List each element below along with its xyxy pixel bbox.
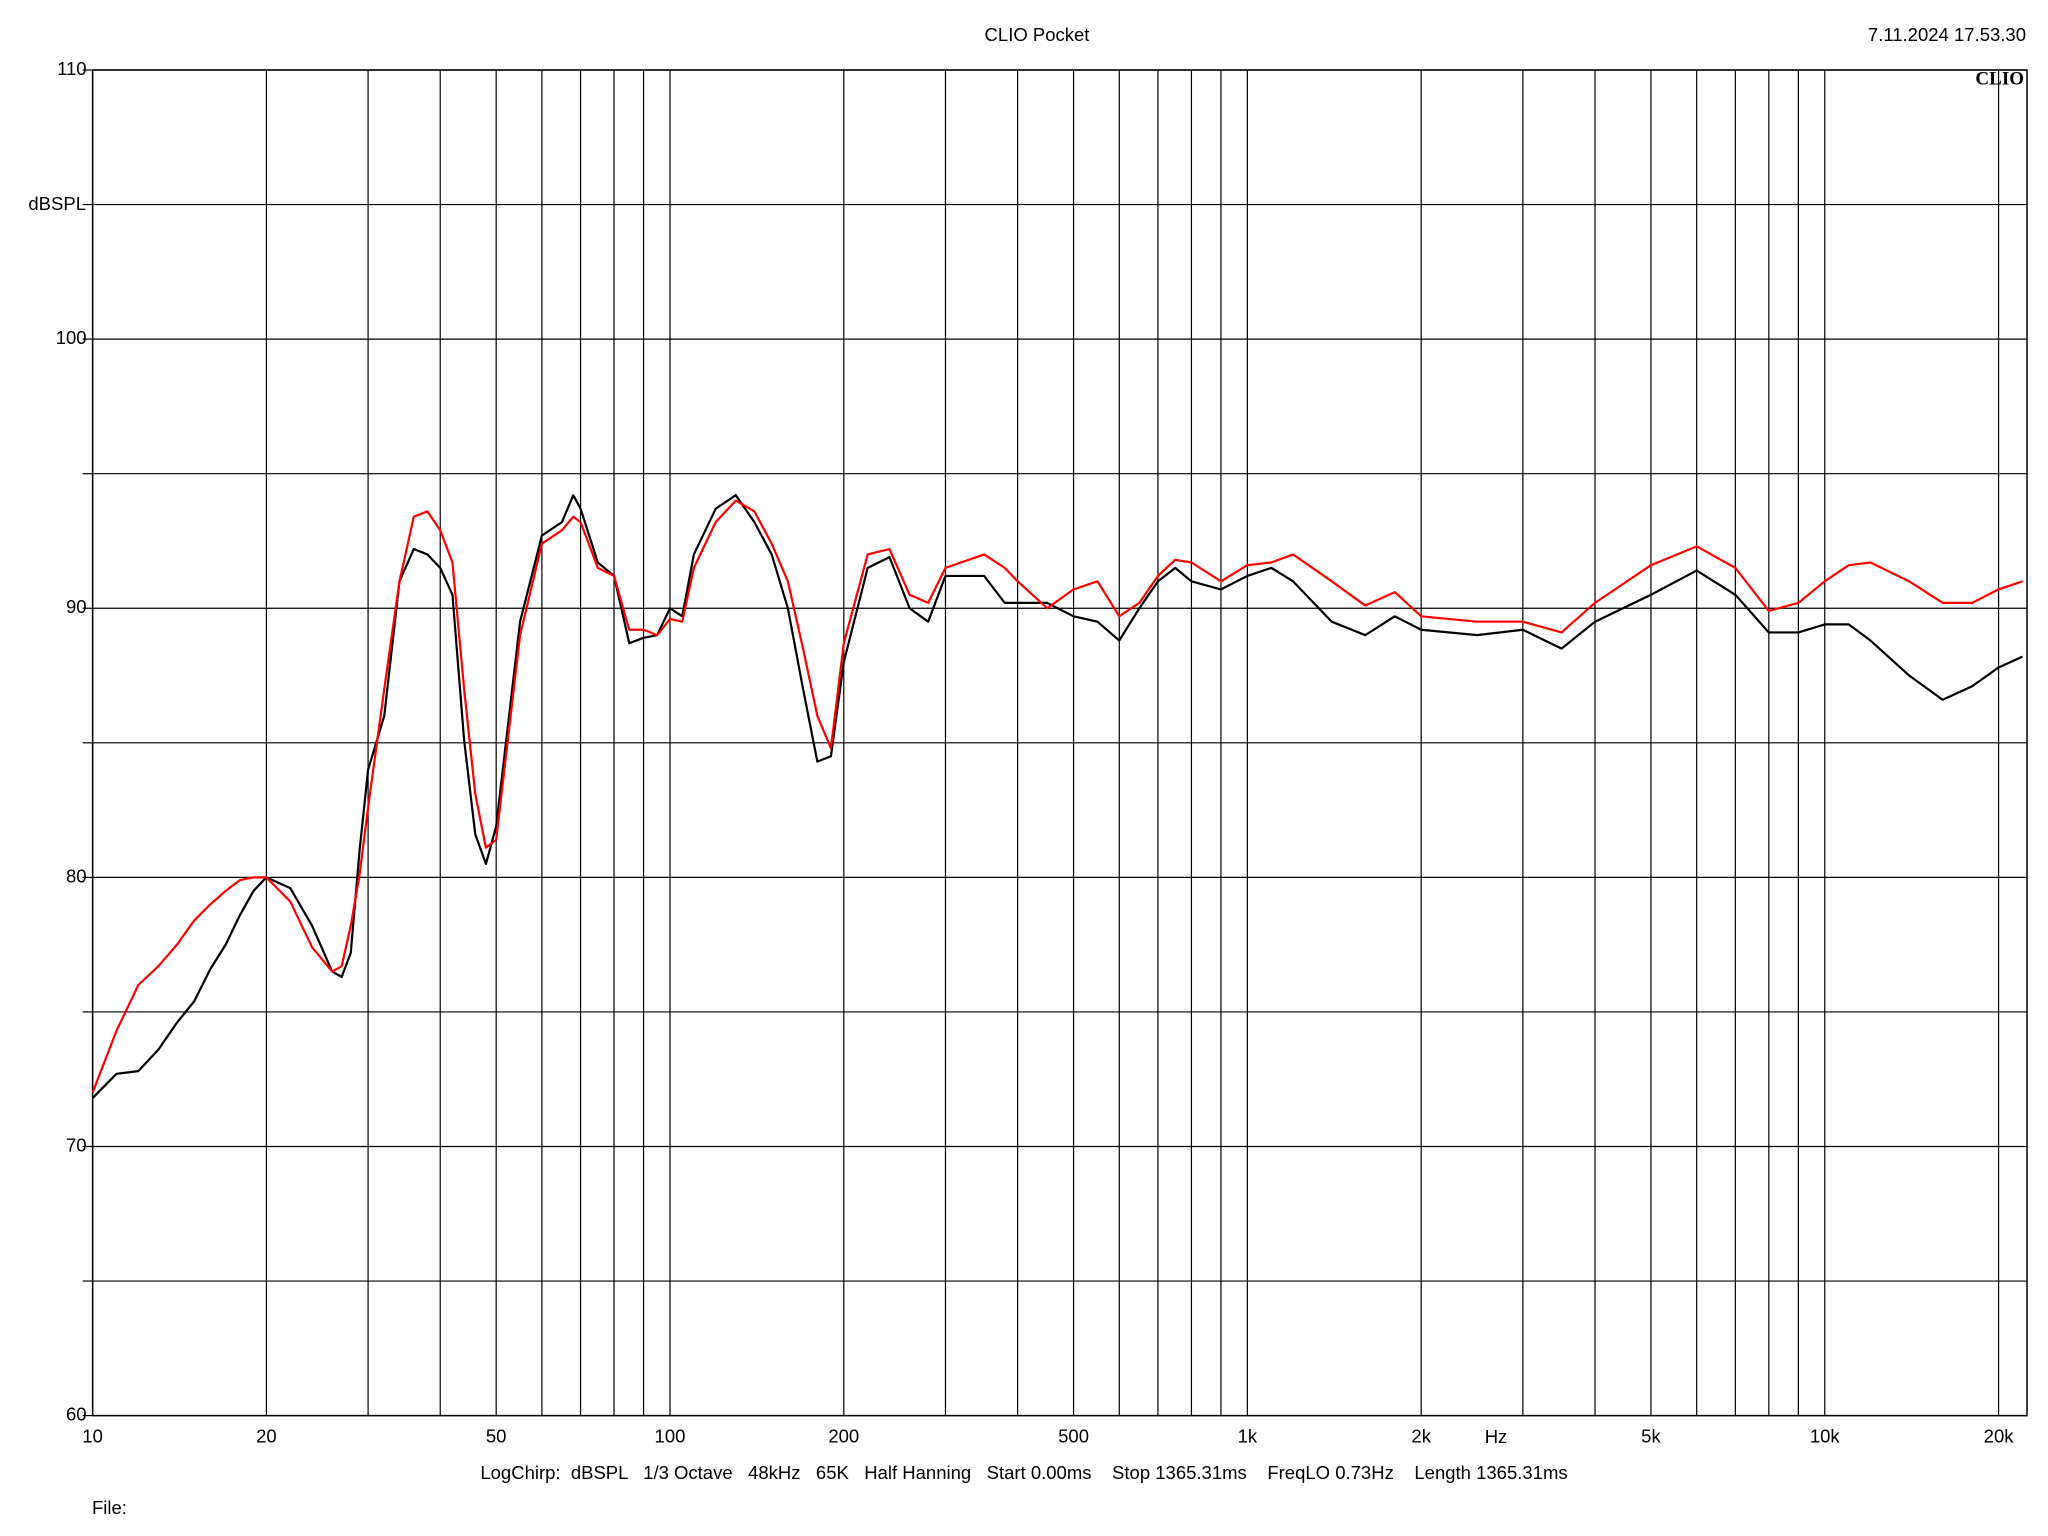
x-axis-label: Hz	[1485, 1426, 1508, 1447]
x-tick-label: 50	[486, 1425, 507, 1446]
y-tick-label: 60	[66, 1403, 87, 1424]
series-line	[91, 499, 2023, 1094]
plot-frame	[91, 69, 2028, 1417]
series-line	[91, 494, 2023, 1099]
chart-title: CLIO Pocket	[985, 24, 1090, 45]
x-tick-label: 500	[1058, 1425, 1089, 1446]
x-tick-label: 10k	[1810, 1425, 1841, 1446]
logo: CLIO	[1975, 68, 2024, 89]
y-tick-label: 100	[56, 327, 87, 348]
footer: LogChirp: dBSPL 1/3 Octave 48kHz 65K Hal…	[480, 1462, 1567, 1483]
y-tick-label: 90	[66, 596, 87, 617]
y-tick-label: 80	[66, 865, 87, 886]
timestamp: 7.11.2024 17.53.30	[1868, 24, 2026, 45]
x-tick-label: 20	[256, 1425, 277, 1446]
y-tick-label: 110	[57, 58, 87, 79]
x-tick-label: 1k	[1238, 1425, 1258, 1446]
x-tick-label: 10	[82, 1425, 103, 1446]
file-label: File:	[92, 1497, 127, 1518]
x-tick-label: 2k	[1411, 1425, 1431, 1446]
x-tick-label: 20k	[1984, 1425, 2015, 1446]
y-tick-label: 70	[66, 1134, 87, 1155]
y-axis-label: dBSPL	[28, 193, 86, 214]
x-tick-label: 200	[828, 1425, 859, 1446]
x-tick-label: 5k	[1641, 1425, 1661, 1446]
x-tick-label: 100	[655, 1425, 686, 1446]
